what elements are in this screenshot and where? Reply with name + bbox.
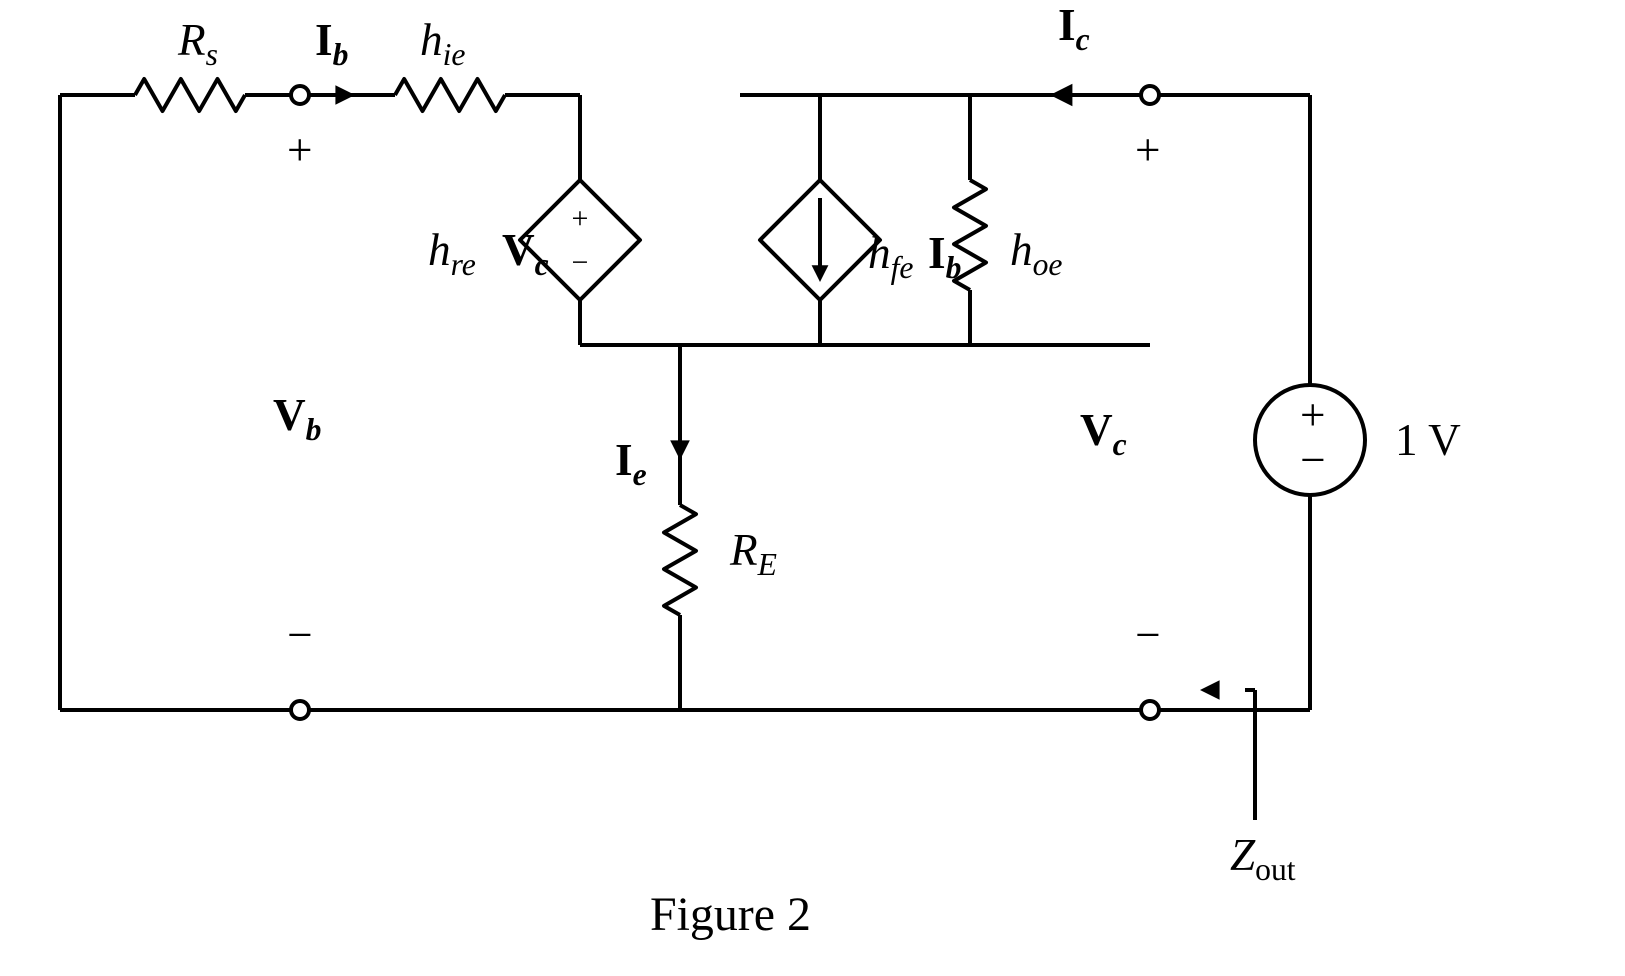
label-hfeIb_h: hfe	[868, 228, 913, 285]
label-plus_Vc: +	[1135, 125, 1161, 175]
label-hfeIb_I: Ib	[928, 228, 961, 285]
label-Zout: Zout	[1230, 830, 1296, 887]
svg-text:−: −	[572, 246, 589, 279]
label-Ie: Ie	[615, 435, 647, 492]
label-RE: RE	[729, 525, 777, 582]
label-hoe: hoe	[1010, 225, 1062, 282]
label-src_plus: +	[1300, 390, 1326, 440]
label-plus_Vb: +	[287, 125, 313, 175]
label-minus_Vc: −	[1135, 610, 1161, 660]
label-minus_Vb: −	[287, 610, 313, 660]
label-caption: Figure 2	[650, 888, 811, 941]
svg-text:+: +	[572, 202, 589, 235]
label-hreVc_h: hre	[428, 225, 476, 282]
label-Ib: Ib	[315, 15, 348, 72]
label-Vb: Vb	[273, 390, 321, 447]
label-src_minus: −	[1300, 435, 1326, 485]
label-Rs: Rs	[177, 15, 218, 72]
label-hie: hie	[420, 15, 465, 72]
label-Vc: Vc	[1080, 405, 1127, 462]
label-Ic: Ic	[1058, 0, 1090, 57]
circuit-diagram: +−RsIbhieIc+−VbhreVchfeIbhoeIeRE+−Vc+−1 …	[0, 0, 1625, 976]
label-srcV: 1 V	[1395, 415, 1461, 465]
